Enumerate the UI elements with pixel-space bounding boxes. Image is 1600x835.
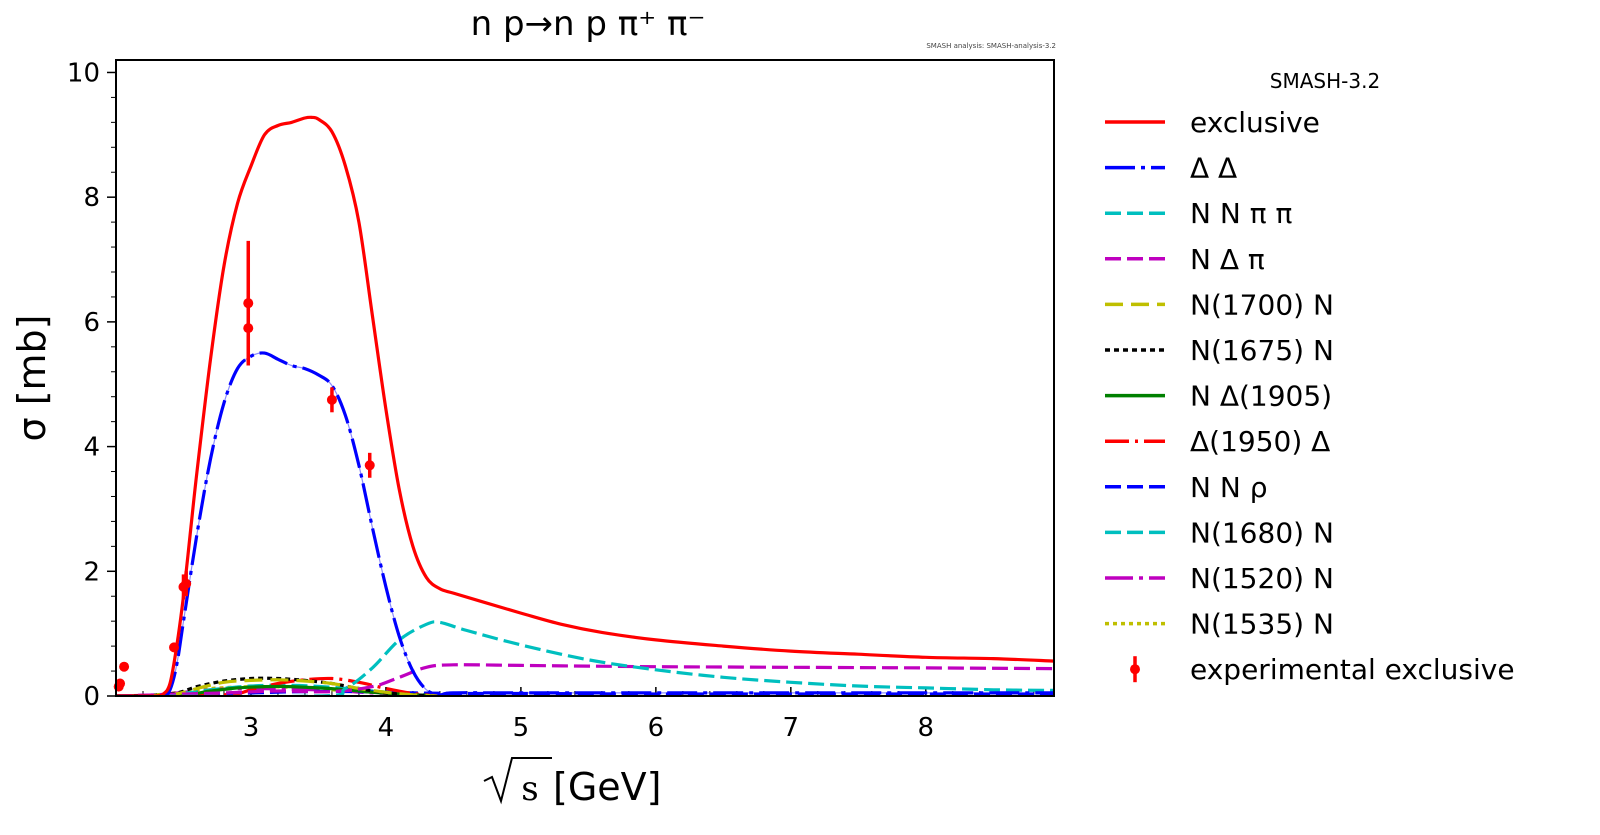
legend-title: SMASH-3.2 [1270, 69, 1380, 93]
data-point [326, 394, 337, 405]
x-tick-label: 5 [513, 713, 530, 743]
series-line [116, 663, 1054, 696]
analysis-note: SMASH analysis: SMASH-analysis-3.2 [926, 42, 1056, 50]
y-tick-label: 2 [83, 557, 100, 587]
data-point [119, 661, 130, 672]
data-point [243, 323, 254, 334]
experimental-points [113, 240, 375, 692]
data-point [181, 578, 192, 589]
legend-label: N N ρ [1190, 471, 1267, 504]
legend-label: N(1535) N [1190, 608, 1334, 641]
series-line [116, 678, 440, 696]
series-line [116, 351, 1054, 696]
axis-ticks [107, 71, 1035, 697]
series-line [116, 115, 1054, 696]
x-tick-label: 3 [243, 713, 260, 743]
series-thin-line [116, 352, 1054, 696]
data-point [169, 642, 180, 653]
legend-label: N(1680) N [1190, 516, 1334, 549]
y-tick-label: 4 [83, 433, 100, 463]
plot-frame [115, 59, 1055, 697]
sqrt-symbol [483, 757, 552, 805]
x-axis-symbol: s [521, 769, 538, 809]
data-point [115, 678, 126, 689]
legend-label: experimental exclusive [1190, 653, 1515, 686]
y-tick-label: 0 [83, 682, 100, 712]
x-tick-label: 6 [648, 713, 665, 743]
legend-label: N(1675) N [1190, 334, 1334, 367]
y-tick-label: 10 [67, 58, 100, 88]
tick-labels: 3 4 5 6 7 8 0 2 4 6 8 10 [67, 58, 934, 743]
legend-label: N Δ π [1190, 243, 1265, 276]
series-layer [116, 115, 1054, 696]
y-tick-label: 8 [83, 183, 100, 213]
series-thin-line [116, 116, 1054, 696]
legend-label: Δ Δ [1190, 152, 1237, 185]
legend-label: N N π π [1190, 197, 1292, 230]
chart-title: n p→n p π⁺ π⁻ [471, 4, 706, 44]
legend-label: N(1520) N [1190, 562, 1334, 595]
y-axis-label-group: σ [mb] [10, 315, 54, 442]
x-tick-label: 8 [918, 713, 935, 743]
x-axis-label-group: s [GeV] [483, 757, 661, 809]
legend-label: exclusive [1190, 106, 1320, 139]
series-line [116, 620, 1054, 696]
data-point [364, 460, 375, 471]
y-axis-label: σ [mb] [10, 315, 54, 442]
y-tick-label: 6 [83, 308, 100, 338]
x-tick-label: 7 [783, 713, 800, 743]
x-axis-label: [GeV] [553, 765, 661, 809]
legend: exclusive Δ Δ N N π π N Δ π N(1700) N N(1675)… [1105, 106, 1515, 686]
x-tick-label: 4 [378, 713, 395, 743]
legend-label: N Δ(1905) [1190, 380, 1332, 413]
legend-label: N(1700) N [1190, 288, 1334, 321]
legend-marker [1130, 664, 1140, 675]
legend-label: Δ(1950) Δ [1190, 425, 1330, 458]
